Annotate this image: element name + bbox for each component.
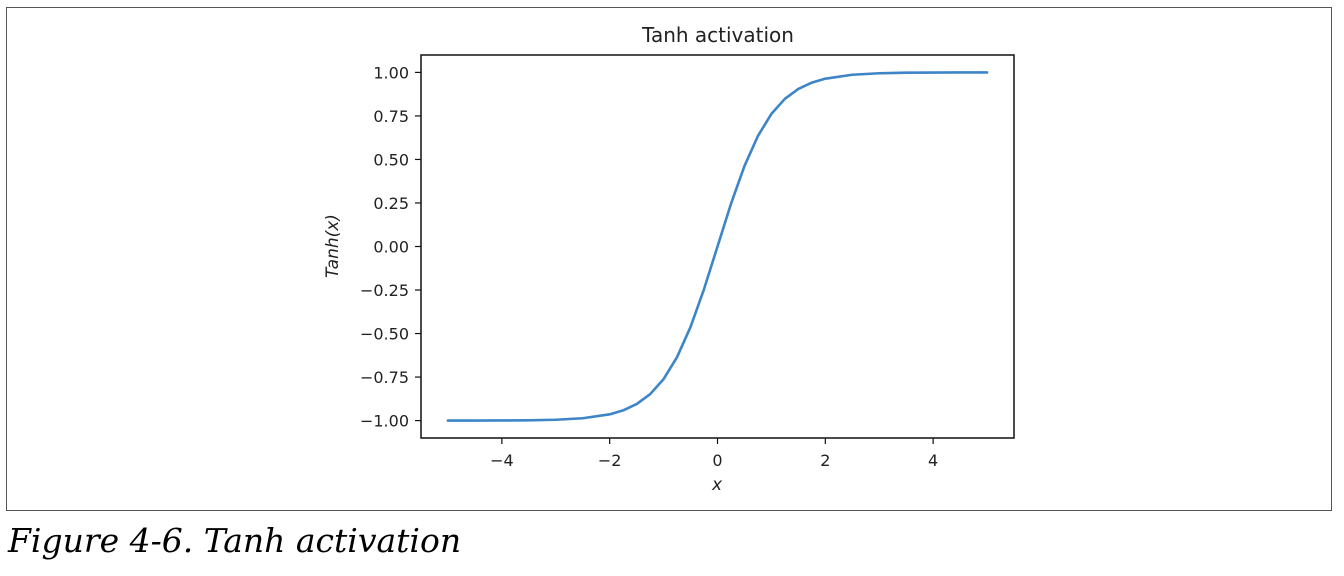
x-tick-label: −2 [598, 451, 622, 470]
y-tick-label: 0.00 [373, 238, 409, 257]
y-tick-label: 1.00 [373, 63, 409, 82]
x-axis-label: x [711, 475, 723, 495]
series-layer [446, 71, 989, 422]
chart-title: Tanh activation [641, 23, 794, 47]
y-axis-label: Tanh(x) [323, 214, 343, 278]
x-axis: −4 −2 0 2 4 [490, 438, 938, 470]
figure-caption: Figure 4-6. Tanh activation [8, 521, 462, 560]
y-tick-label: −0.75 [360, 368, 409, 387]
x-tick-label: −4 [490, 451, 514, 470]
y-tick-label: −1.00 [360, 412, 409, 431]
y-tick-label: 0.25 [373, 194, 409, 213]
y-tick-label: 0.50 [373, 150, 409, 169]
tanh-chart: Tanh activation −4 −2 0 2 4 1.00 0.75 0.50 0.25… [323, 23, 1015, 495]
y-tick-label: 0.75 [373, 107, 409, 126]
x-tick-label: 4 [928, 451, 938, 470]
figure-frame [6, 7, 1332, 511]
x-tick-label: 0 [712, 451, 722, 470]
y-tick-label: −0.50 [360, 325, 409, 344]
y-tick-label: −0.25 [360, 281, 409, 300]
x-tick-label: 2 [820, 451, 830, 470]
tanh-curve [446, 71, 989, 422]
y-axis: 1.00 0.75 0.50 0.25 0.00 −0.25 −0.50 −0.75 −1.00 [360, 63, 421, 431]
